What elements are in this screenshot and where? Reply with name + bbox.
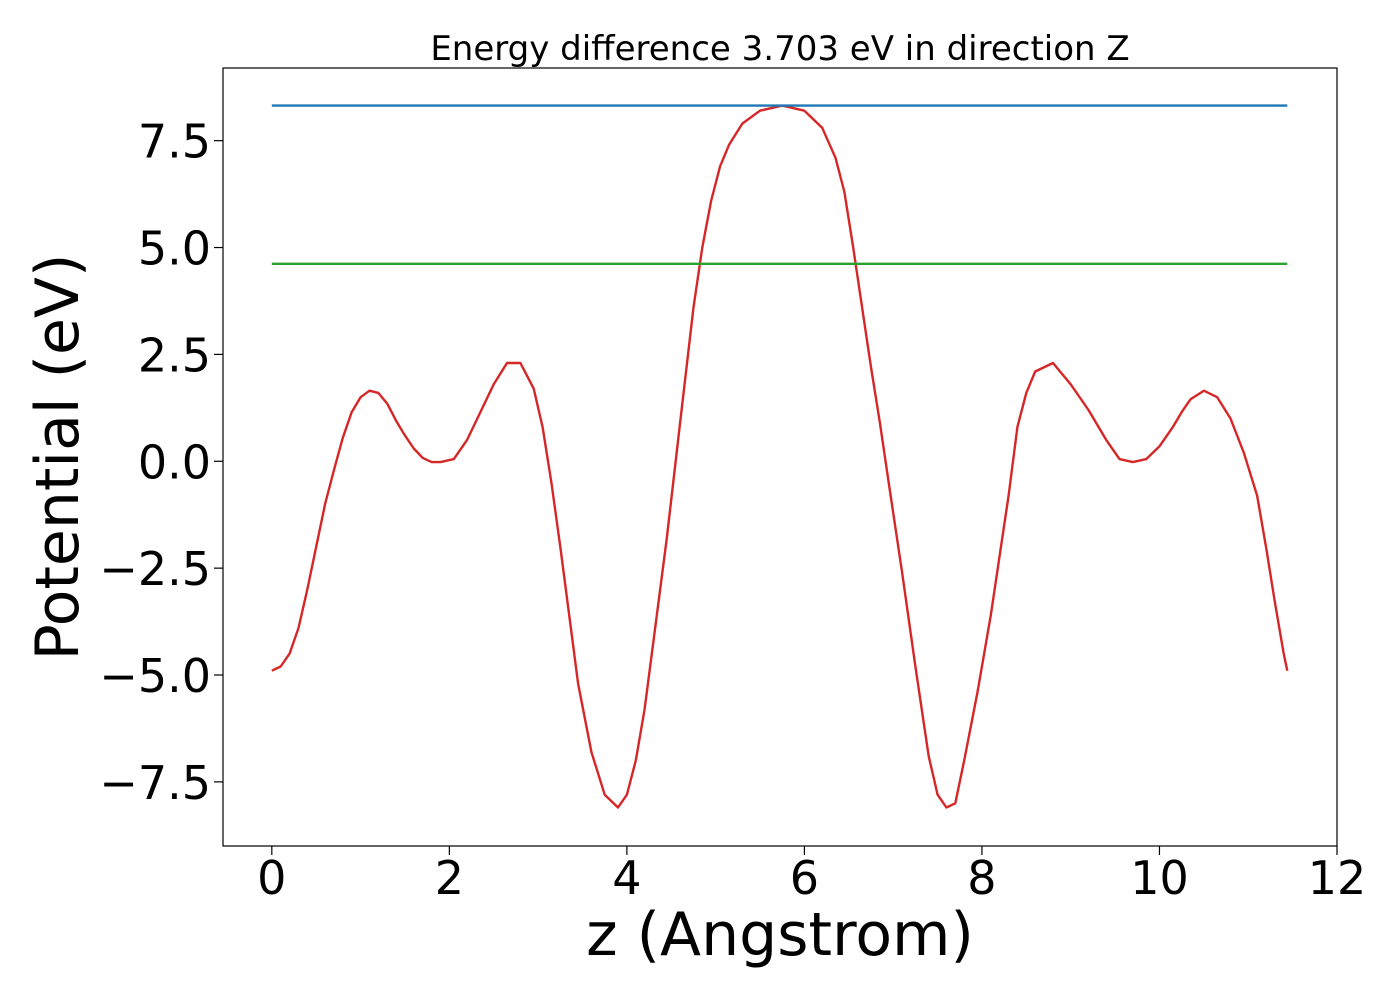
x-axis-ticks: 0 2 4 6 8 10 12 [257,846,1366,905]
y-tick-label: 7.5 [138,115,211,169]
plot-frame [222,67,1338,847]
series-line-0 [271,104,1289,809]
chart-title: Energy difference 3.703 eV in direction … [430,29,1129,69]
x-tick-label: 4 [612,851,641,905]
x-tick-label: 12 [1308,851,1367,905]
x-tick-label: 10 [1130,851,1189,905]
y-tick-label: −7.5 [99,756,211,810]
x-tick-label: 2 [435,851,464,905]
y-tick-label: −2.5 [99,542,211,596]
x-axis-label: z (Angstrom) [586,900,974,970]
x-tick-label: 8 [967,851,996,905]
y-tick-label: −5.0 [99,649,211,703]
series-layer [271,104,1289,809]
y-tick-label: 2.5 [138,328,211,382]
y-tick-label: 5.0 [138,222,211,276]
x-tick-label: 6 [790,851,819,905]
y-axis-ticks: −7.5 −5.0 −2.5 0.0 2.5 5.0 7.5 [99,115,223,810]
y-axis-label: Potential (eV) [23,254,93,661]
x-tick-label: 0 [257,851,286,905]
y-tick-label: 0.0 [138,435,211,489]
